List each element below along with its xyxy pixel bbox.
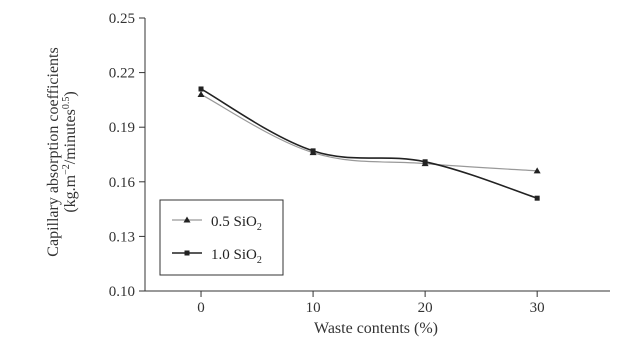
series-line-2: [200, 88, 538, 199]
legend-label-series-1: 0.5 SiO2: [211, 214, 262, 233]
y-axis-title-line1: Capillary absorption coefficients: [45, 47, 62, 256]
y-tick-label: 0.25: [109, 11, 135, 27]
x-axis-title: Waste contents (%): [314, 320, 438, 337]
y-tick-label: 0.16: [109, 175, 136, 191]
y-ticks: 0.10 0.13 0.16 0.19 0.22 0.25: [109, 11, 145, 300]
data-point-triangle: [197, 90, 205, 97]
legend-label-series-2: 1.0 SiO2: [211, 247, 262, 266]
y-tick-label: 0.22: [109, 66, 135, 82]
y-axis-title-line2: (kg.m−2/minutes0.5): [61, 91, 79, 212]
y-axis-title: Capillary absorption coefficients (kg.m−…: [45, 47, 79, 256]
y-tick-label: 0.13: [109, 229, 135, 245]
data-point-square: [310, 148, 316, 154]
legend-marker-series-2: [184, 250, 190, 256]
legend: 0.5 SiO2 1.0 SiO2: [159, 199, 284, 276]
legend-box: [159, 199, 284, 276]
data-point-square: [198, 86, 204, 92]
legend-marker-series-1: [183, 216, 191, 223]
series-line-1: [200, 93, 538, 172]
series-markers: [197, 86, 541, 201]
y-tick-label: 0.19: [109, 120, 135, 136]
x-tick-label: 0: [197, 300, 205, 316]
y-tick-label: 0.10: [109, 284, 135, 300]
x-ticks: 0 10 20 30: [197, 291, 545, 316]
x-tick-label: 20: [418, 300, 433, 316]
x-tick-label: 10: [306, 300, 321, 316]
data-point-triangle: [533, 167, 541, 174]
data-point-square: [534, 195, 540, 201]
x-tick-label: 30: [530, 300, 545, 316]
data-point-square: [422, 159, 428, 165]
series-lines: [200, 88, 538, 199]
